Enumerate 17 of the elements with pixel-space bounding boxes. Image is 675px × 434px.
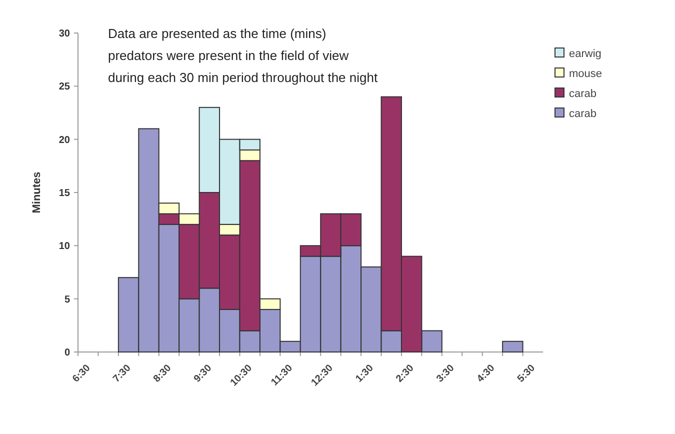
y-axis-title: Minutes bbox=[31, 172, 43, 214]
y-tick-label: 20 bbox=[58, 134, 70, 146]
y-tick-label: 25 bbox=[58, 82, 70, 93]
x-tick-label: 4:30 bbox=[475, 362, 498, 385]
y-tick-label: 0 bbox=[64, 348, 70, 358]
legend-label: mouse bbox=[569, 68, 602, 80]
y-tick-label: 5 bbox=[64, 294, 70, 306]
y-tick-label: 10 bbox=[58, 241, 70, 252]
x-tick-label: 6:30 bbox=[70, 362, 94, 385]
legend-label: earwig bbox=[569, 48, 602, 60]
legend-label: carab bbox=[569, 88, 597, 100]
annotation: Data are presented as the time (mins) predators were present in the field of view during each 30 min period throughout the night bbox=[108, 26, 378, 85]
x-tick-label: 7:30 bbox=[111, 362, 134, 385]
legend-label: carab bbox=[569, 108, 597, 120]
y-tick-label: 15 bbox=[58, 188, 70, 199]
y-tick-label: 30 bbox=[58, 28, 70, 40]
bar bbox=[502, 340, 524, 352]
